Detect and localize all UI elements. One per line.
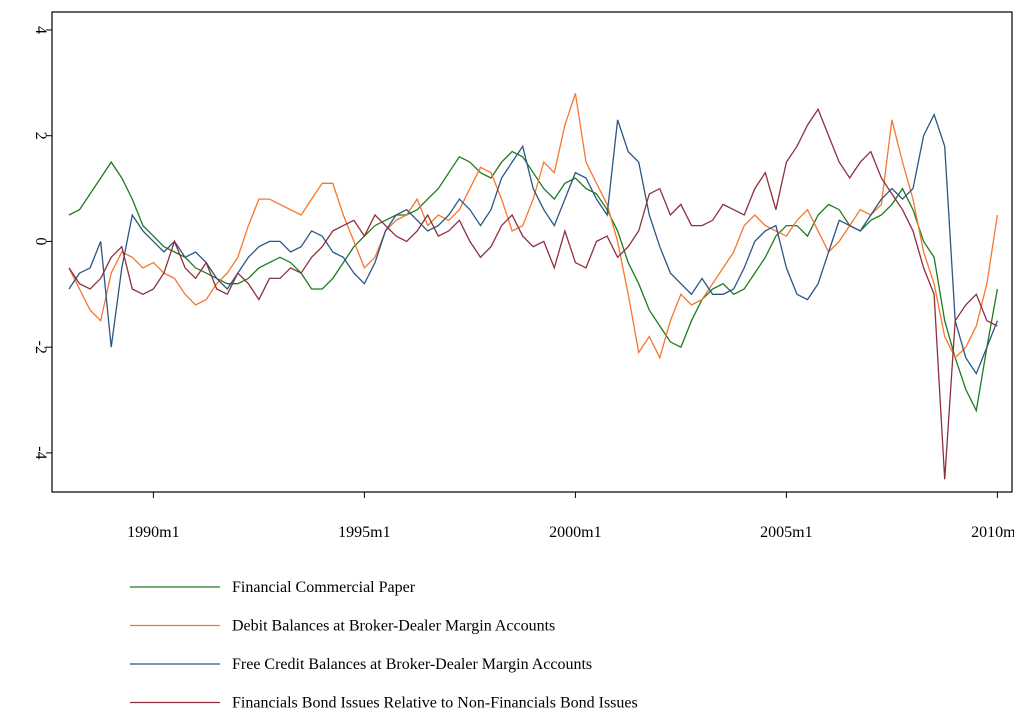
legend-label: Free Credit Balances at Broker-Dealer Ma… bbox=[232, 656, 592, 673]
series-line bbox=[68, 150, 999, 413]
x-tick-label: 1995m1 bbox=[338, 524, 390, 541]
y-tick-label: -4 bbox=[32, 446, 49, 459]
plot-frame bbox=[51, 11, 1013, 493]
series-line bbox=[68, 112, 999, 375]
x-tick-label: 1990m1 bbox=[127, 524, 179, 541]
y-tick-label: -2 bbox=[32, 340, 49, 353]
x-tick-label: 2000m1 bbox=[549, 524, 601, 541]
series-line bbox=[68, 93, 999, 360]
y-tick-label: 2 bbox=[32, 132, 49, 140]
series-line bbox=[68, 107, 998, 480]
y-tick-label: 0 bbox=[32, 237, 49, 245]
x-tick-label: 2010m1 bbox=[971, 524, 1014, 541]
legend-label: Debit Balances at Broker-Dealer Margin A… bbox=[232, 618, 555, 635]
x-tick-label: 2005m1 bbox=[760, 524, 812, 541]
y-tick-label: 4 bbox=[32, 26, 49, 34]
legend-label: Financial Commercial Paper bbox=[232, 579, 416, 596]
legend-label: Financials Bond Issues Relative to Non-F… bbox=[232, 695, 638, 712]
